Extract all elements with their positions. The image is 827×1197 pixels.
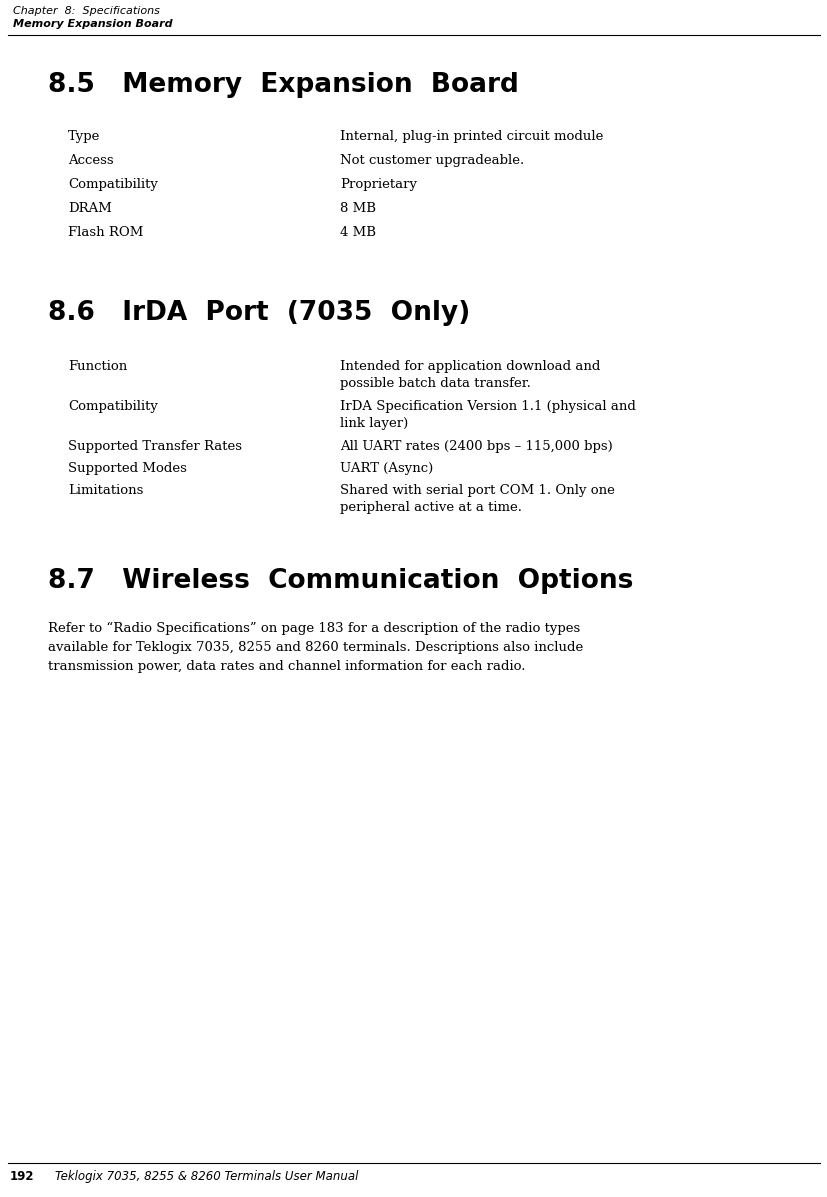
Text: Type: Type [68,130,100,142]
Text: 8.5   Memory  Expansion  Board: 8.5 Memory Expansion Board [48,72,519,98]
Text: Shared with serial port COM 1. Only one
peripheral active at a time.: Shared with serial port COM 1. Only one … [340,484,614,515]
Text: Refer to “Radio Specifications” on page 183 for a description of the radio types: Refer to “Radio Specifications” on page … [48,622,582,673]
Text: 4 MB: 4 MB [340,226,375,239]
Text: Compatibility: Compatibility [68,178,158,192]
Text: Internal, plug-in printed circuit module: Internal, plug-in printed circuit module [340,130,603,142]
Text: Not customer upgradeable.: Not customer upgradeable. [340,154,523,168]
Text: Function: Function [68,360,127,373]
Text: Compatibility: Compatibility [68,400,158,413]
Text: 8 MB: 8 MB [340,202,375,215]
Text: Teklogix 7035, 8255 & 8260 Terminals User Manual: Teklogix 7035, 8255 & 8260 Terminals Use… [55,1169,358,1183]
Text: Flash ROM: Flash ROM [68,226,143,239]
Text: Supported Modes: Supported Modes [68,462,187,475]
Text: Supported Transfer Rates: Supported Transfer Rates [68,440,241,452]
Text: IrDA Specification Version 1.1 (physical and
link layer): IrDA Specification Version 1.1 (physical… [340,400,635,431]
Text: 8.7   Wireless  Communication  Options: 8.7 Wireless Communication Options [48,569,633,594]
Text: All UART rates (2400 bps – 115,000 bps): All UART rates (2400 bps – 115,000 bps) [340,440,612,452]
Text: 192: 192 [10,1169,35,1183]
Text: Limitations: Limitations [68,484,143,497]
Text: Access: Access [68,154,113,168]
Text: DRAM: DRAM [68,202,112,215]
Text: Memory Expansion Board: Memory Expansion Board [13,19,172,29]
Text: Intended for application download and
possible batch data transfer.: Intended for application download and po… [340,360,600,390]
Text: UART (Async): UART (Async) [340,462,433,475]
Text: Proprietary: Proprietary [340,178,417,192]
Text: 8.6   IrDA  Port  (7035  Only): 8.6 IrDA Port (7035 Only) [48,300,470,326]
Text: Chapter  8:  Specifications: Chapter 8: Specifications [13,6,160,16]
